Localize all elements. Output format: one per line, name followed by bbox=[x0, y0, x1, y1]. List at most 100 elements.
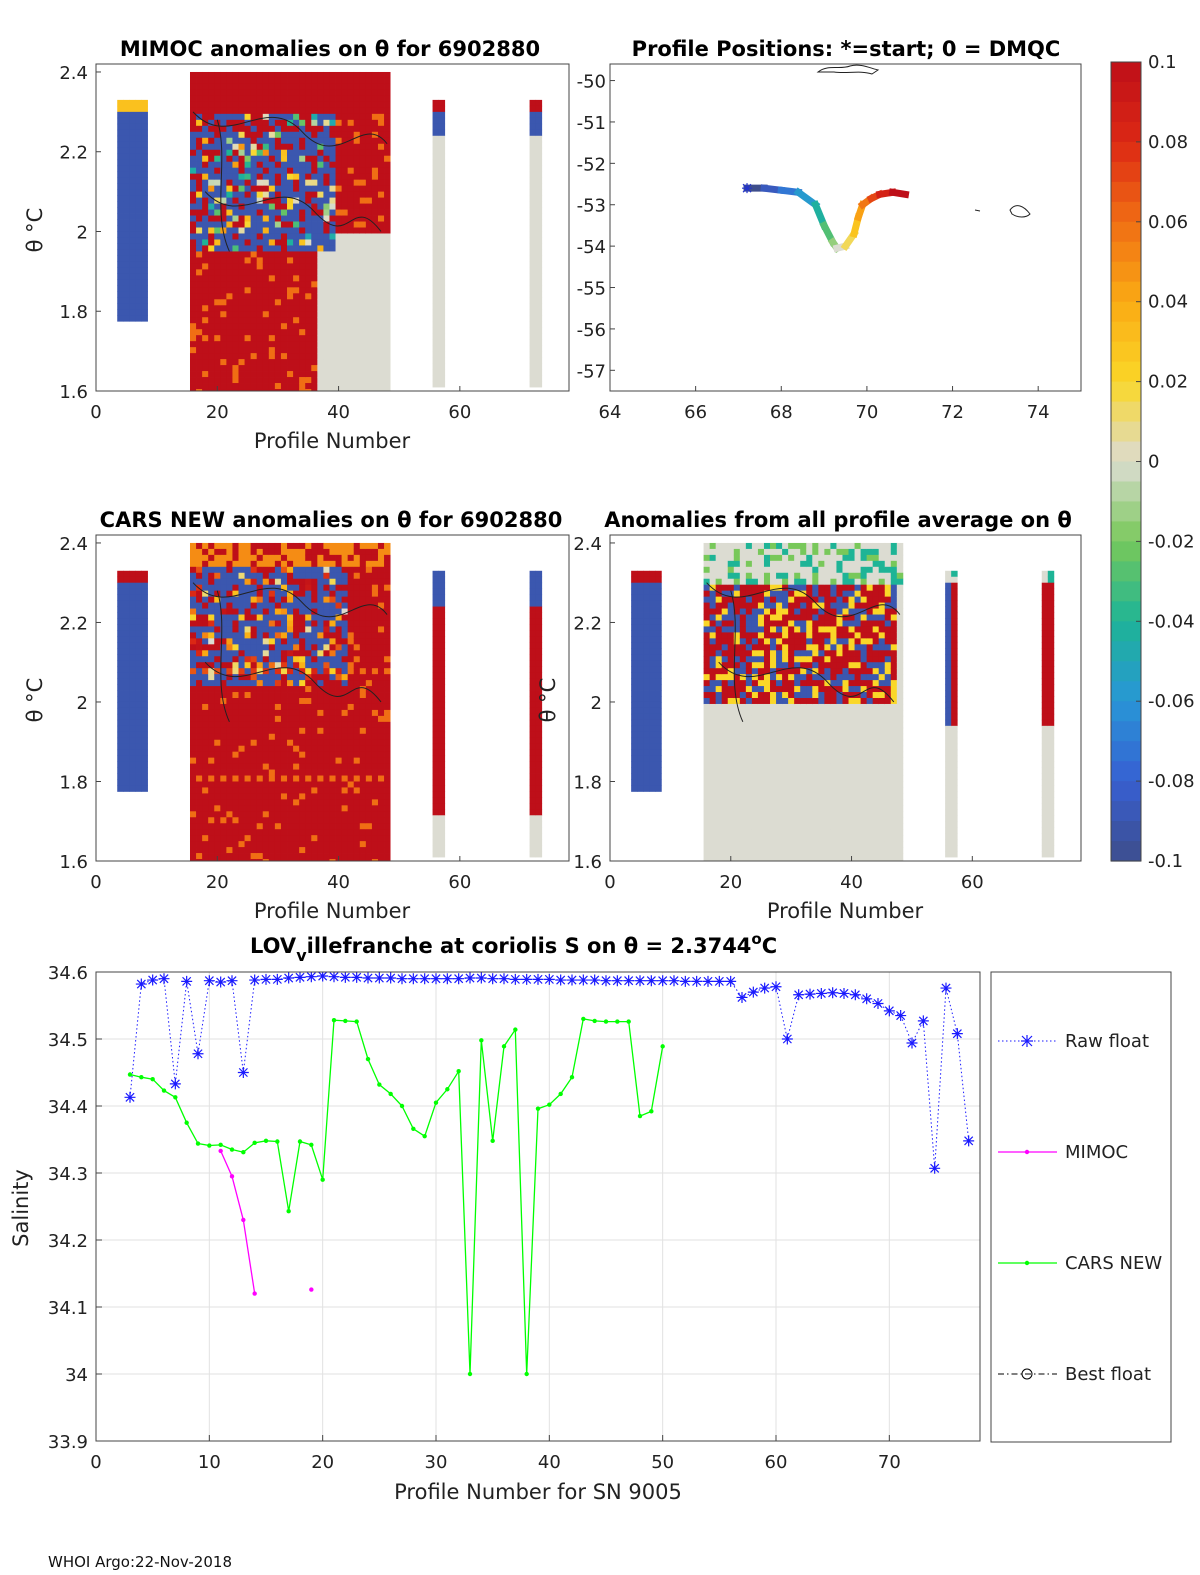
heatmap-cell bbox=[202, 775, 209, 782]
heatmap-cell bbox=[202, 323, 209, 330]
heatmap-cell bbox=[262, 371, 270, 378]
heatmap-cell bbox=[214, 698, 221, 705]
heatmap-cell bbox=[299, 566, 306, 574]
heatmap-cell bbox=[268, 757, 276, 764]
heatmap-cell bbox=[733, 841, 741, 848]
heatmap-cell bbox=[141, 285, 148, 292]
heatmap-cell bbox=[123, 713, 130, 721]
heatmap-cell bbox=[335, 638, 342, 645]
heatmap-cell bbox=[238, 317, 245, 324]
heatmap-cell bbox=[141, 690, 148, 697]
heatmap-cell bbox=[384, 757, 391, 764]
heatmap-cell bbox=[189, 847, 197, 854]
heatmap-cell bbox=[371, 542, 379, 550]
heatmap-cell bbox=[432, 791, 440, 798]
heatmap-cell bbox=[268, 548, 276, 556]
heatmap-cell bbox=[232, 554, 239, 562]
heatmap-cell bbox=[232, 572, 239, 580]
heatmap-cell bbox=[226, 578, 233, 586]
heatmap-cell bbox=[341, 119, 349, 127]
heatmap-cell bbox=[189, 167, 197, 175]
heatmap-cell bbox=[335, 221, 342, 228]
heatmap-cell bbox=[733, 703, 741, 711]
heatmap-cell bbox=[709, 590, 717, 598]
heatmap-cell bbox=[268, 185, 276, 193]
heatmap-cell bbox=[299, 698, 306, 705]
heatmap-cell bbox=[208, 293, 215, 300]
heatmap-cell bbox=[359, 227, 367, 234]
heatmap-cell bbox=[214, 221, 221, 228]
heatmap-cell bbox=[535, 225, 543, 232]
heatmap-cell bbox=[353, 847, 361, 854]
heatmap-cell bbox=[637, 684, 644, 691]
heatmap-cell bbox=[262, 626, 270, 633]
heatmap-cell bbox=[703, 566, 711, 574]
heatmap-cell bbox=[535, 636, 543, 643]
heatmap-cell bbox=[353, 197, 361, 204]
heatmap-cell bbox=[529, 576, 537, 584]
heatmap-cell bbox=[703, 542, 711, 550]
heatmap-cell bbox=[341, 209, 349, 216]
heatmap-cell bbox=[202, 590, 209, 598]
heatmap-cell bbox=[727, 614, 735, 621]
heatmap-cell bbox=[214, 89, 221, 97]
heatmap-cell bbox=[359, 149, 367, 157]
heatmap-cell bbox=[299, 191, 306, 198]
heatmap-cell bbox=[329, 329, 336, 336]
heatmap-cell bbox=[220, 638, 227, 645]
heatmap-cell bbox=[311, 727, 318, 735]
heatmap-cell bbox=[727, 763, 735, 770]
heatmap-cell bbox=[226, 650, 233, 657]
heatmap-cell bbox=[268, 781, 276, 788]
heatmap-cell bbox=[305, 335, 312, 342]
heatmap-cell bbox=[329, 715, 336, 723]
heatmap-cell bbox=[377, 341, 385, 348]
heatmap-cell bbox=[299, 299, 306, 306]
heatmap-cell bbox=[220, 281, 227, 288]
heatmap-cell bbox=[535, 707, 543, 715]
heatmap-cell bbox=[280, 341, 288, 348]
heatmap-cell bbox=[214, 626, 221, 633]
heatmap-cell bbox=[220, 662, 227, 669]
heatmap-cell bbox=[353, 317, 361, 324]
heatmap-cell bbox=[631, 630, 638, 637]
heatmap-cell bbox=[323, 287, 330, 294]
heatmap-cell bbox=[655, 642, 662, 649]
heatmap-cell bbox=[335, 596, 342, 603]
heatmap-cell bbox=[202, 209, 209, 216]
heatmap-cell bbox=[274, 71, 282, 79]
heatmap-cell bbox=[238, 83, 245, 91]
heatmap-cell bbox=[733, 644, 741, 651]
heatmap-cell bbox=[202, 793, 209, 800]
heatmap-cell bbox=[208, 572, 215, 580]
heatmap-cell bbox=[274, 275, 282, 282]
heatmap-cell bbox=[631, 582, 638, 590]
heatmap-cell bbox=[299, 542, 306, 550]
heatmap-cell bbox=[244, 149, 252, 157]
heatmap-cell bbox=[438, 105, 446, 113]
heatmap-cell bbox=[244, 548, 252, 556]
heatmap-cell bbox=[196, 757, 203, 764]
heatmap-cell bbox=[202, 83, 209, 91]
heatmap-cell bbox=[208, 89, 215, 97]
colorbar-band bbox=[1111, 441, 1141, 463]
heatmap-cell bbox=[384, 191, 391, 198]
heatmap-cell bbox=[202, 305, 209, 312]
heatmap-cell bbox=[535, 135, 543, 143]
heatmap-cell bbox=[341, 674, 349, 681]
heatmap-cell bbox=[643, 612, 650, 619]
heatmap-cell bbox=[353, 245, 361, 252]
heatmap-cell bbox=[643, 576, 650, 584]
heatmap-cell bbox=[202, 71, 209, 79]
heatmap-cell bbox=[341, 751, 349, 759]
heatmap-cell bbox=[189, 721, 197, 729]
heatmap-cell bbox=[250, 299, 258, 306]
heatmap-cell bbox=[220, 347, 227, 354]
heatmap-cell bbox=[341, 161, 349, 169]
heatmap-cell bbox=[244, 620, 252, 627]
heatmap-cell bbox=[293, 233, 300, 240]
heatmap-cell bbox=[305, 847, 312, 854]
heatmap-cell bbox=[238, 155, 245, 163]
heatmap-cell bbox=[377, 281, 385, 288]
heatmap-cell bbox=[123, 642, 130, 649]
